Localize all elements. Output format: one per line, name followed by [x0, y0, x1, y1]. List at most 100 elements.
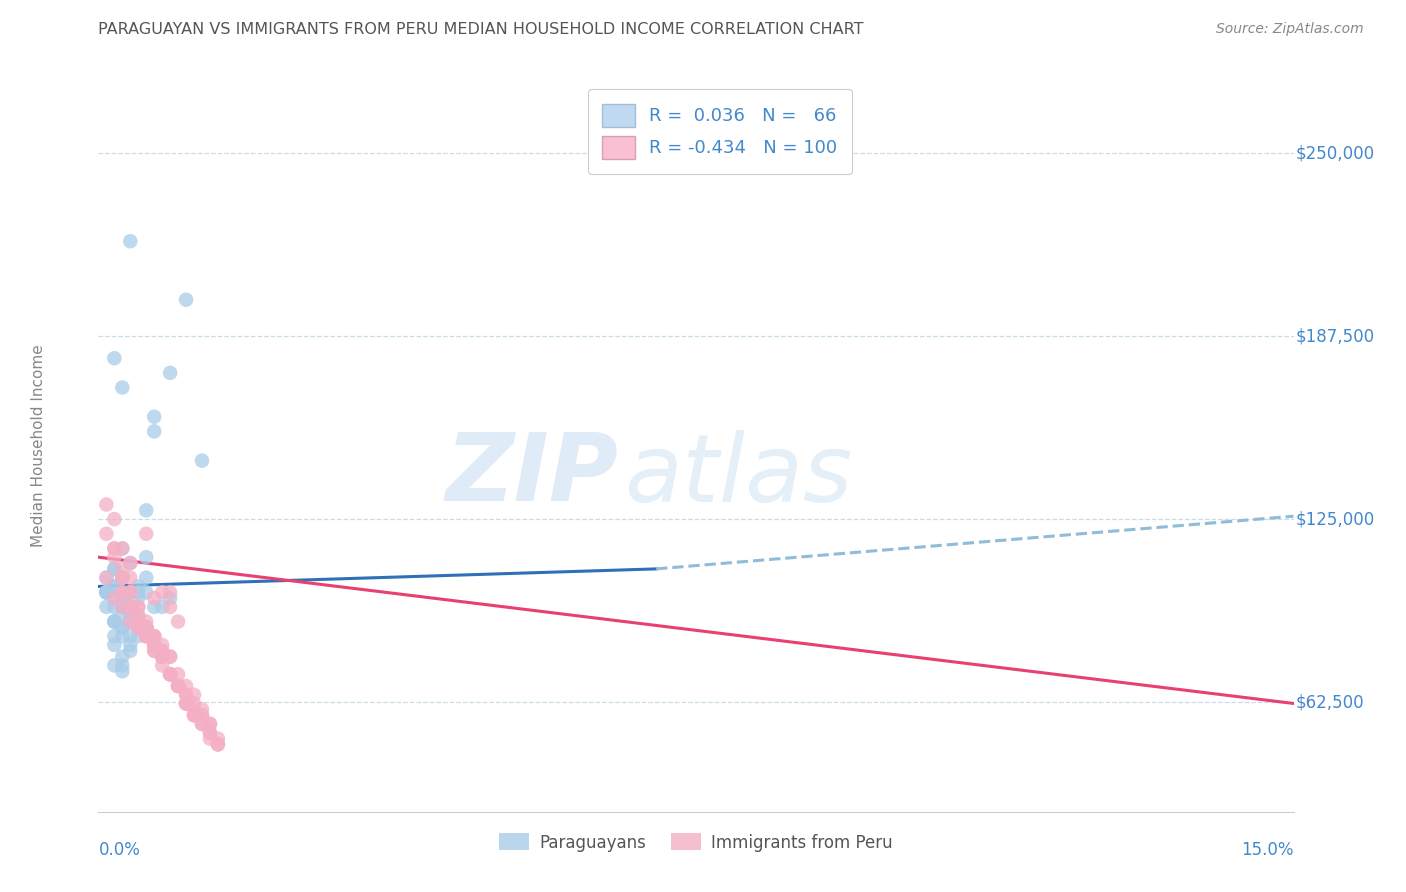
- Point: [191, 702, 214, 716]
- Point: [191, 708, 214, 723]
- Point: [143, 409, 166, 424]
- Text: 0.0%: 0.0%: [98, 841, 141, 859]
- Point: [120, 599, 142, 614]
- Text: ZIP: ZIP: [446, 429, 619, 521]
- Point: [96, 571, 118, 585]
- Point: [111, 599, 134, 614]
- Point: [174, 688, 197, 702]
- Point: [111, 541, 134, 556]
- Point: [167, 615, 190, 629]
- Point: [103, 591, 125, 606]
- Point: [127, 585, 149, 599]
- Point: [103, 658, 125, 673]
- Point: [143, 638, 166, 652]
- Point: [120, 599, 142, 614]
- Point: [159, 585, 181, 599]
- Point: [135, 629, 157, 643]
- Point: [183, 688, 205, 702]
- Point: [96, 498, 118, 512]
- Point: [103, 562, 125, 576]
- Point: [191, 708, 214, 723]
- Text: $187,500: $187,500: [1296, 327, 1375, 345]
- Point: [120, 599, 142, 614]
- Point: [150, 649, 173, 664]
- Point: [174, 688, 197, 702]
- Point: [120, 571, 142, 585]
- Point: [111, 591, 134, 606]
- Point: [120, 644, 142, 658]
- Point: [159, 591, 181, 606]
- Point: [127, 599, 149, 614]
- Point: [167, 679, 190, 693]
- Point: [120, 585, 142, 599]
- Point: [143, 591, 166, 606]
- Point: [143, 644, 166, 658]
- Point: [120, 615, 142, 629]
- Point: [127, 608, 149, 623]
- Point: [183, 708, 205, 723]
- Point: [111, 571, 134, 585]
- Point: [135, 620, 157, 634]
- Point: [103, 615, 125, 629]
- Point: [174, 697, 197, 711]
- Point: [159, 667, 181, 681]
- Legend: Paraguayans, Immigrants from Peru: Paraguayans, Immigrants from Peru: [492, 827, 900, 858]
- Point: [127, 629, 149, 643]
- Point: [103, 541, 125, 556]
- Point: [103, 615, 125, 629]
- Point: [103, 550, 125, 565]
- Point: [103, 638, 125, 652]
- Point: [207, 738, 229, 752]
- Point: [96, 585, 118, 599]
- Point: [135, 620, 157, 634]
- Point: [111, 571, 134, 585]
- Point: [127, 608, 149, 623]
- Point: [143, 599, 166, 614]
- Point: [120, 599, 142, 614]
- Point: [159, 667, 181, 681]
- Point: [143, 629, 166, 643]
- Point: [135, 620, 157, 634]
- Point: [167, 667, 190, 681]
- Point: [120, 629, 142, 643]
- Point: [111, 585, 134, 599]
- Point: [150, 644, 173, 658]
- Point: [159, 649, 181, 664]
- Point: [120, 599, 142, 614]
- Point: [135, 629, 157, 643]
- Point: [150, 585, 173, 599]
- Point: [143, 638, 166, 652]
- Point: [127, 620, 149, 634]
- Point: [111, 562, 134, 576]
- Point: [207, 738, 229, 752]
- Point: [135, 571, 157, 585]
- Point: [111, 658, 134, 673]
- Point: [143, 638, 166, 652]
- Point: [96, 599, 118, 614]
- Point: [135, 620, 157, 634]
- Point: [120, 585, 142, 599]
- Point: [198, 725, 221, 739]
- Point: [111, 541, 134, 556]
- Point: [174, 293, 197, 307]
- Point: [174, 697, 197, 711]
- Point: [103, 579, 125, 593]
- Point: [159, 667, 181, 681]
- Point: [111, 585, 134, 599]
- Point: [198, 717, 221, 731]
- Point: [120, 638, 142, 652]
- Point: [191, 717, 214, 731]
- Point: [96, 585, 118, 599]
- Point: [135, 585, 157, 599]
- Point: [127, 591, 149, 606]
- Text: Median Household Income: Median Household Income: [31, 344, 46, 548]
- Point: [103, 591, 125, 606]
- Point: [120, 599, 142, 614]
- Point: [183, 708, 205, 723]
- Point: [167, 679, 190, 693]
- Point: [150, 649, 173, 664]
- Point: [120, 615, 142, 629]
- Point: [150, 649, 173, 664]
- Point: [159, 599, 181, 614]
- Text: $125,000: $125,000: [1296, 510, 1375, 528]
